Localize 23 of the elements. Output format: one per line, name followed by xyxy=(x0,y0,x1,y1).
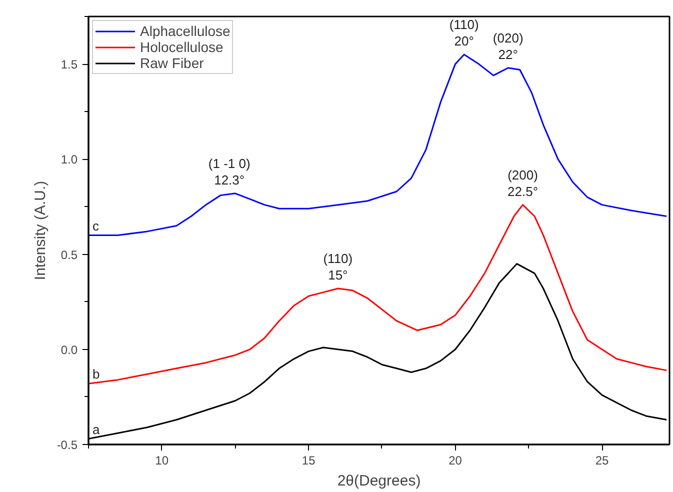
annotation: (020) 22° xyxy=(492,30,524,62)
y-tick-label: 0.0 xyxy=(60,342,78,357)
annotation: (200) 22.5° xyxy=(508,167,538,199)
legend-label: Alphacellulose xyxy=(140,23,230,39)
y-tick-label: -0.5 xyxy=(56,438,78,452)
legend-label: Raw Fiber xyxy=(140,55,204,71)
y-tick-label: 0.5 xyxy=(60,248,78,262)
annotation: a xyxy=(92,422,100,437)
x-axis-title: 2θ(Degrees) xyxy=(337,472,421,490)
x-tick-label: 25 xyxy=(595,454,610,468)
annotation: c xyxy=(92,218,100,234)
y-tick-label: 1.5 xyxy=(60,58,78,72)
annotation: (110) 15° xyxy=(323,251,353,283)
x-tick-label: 10 xyxy=(155,454,169,468)
x-tick-label: 15 xyxy=(302,454,316,468)
legend-label: Holocellulose xyxy=(140,39,224,55)
y-tick-label: 1.0 xyxy=(60,152,78,167)
line-series xyxy=(88,204,668,384)
x-tick-label: 20 xyxy=(448,454,462,468)
annotation: (1 -1 0) 12.3° xyxy=(208,156,250,188)
annotation: (110) 20° xyxy=(449,17,479,49)
y-axis-title: Intensity (A.U.) xyxy=(32,180,49,280)
annotation: b xyxy=(92,366,100,382)
